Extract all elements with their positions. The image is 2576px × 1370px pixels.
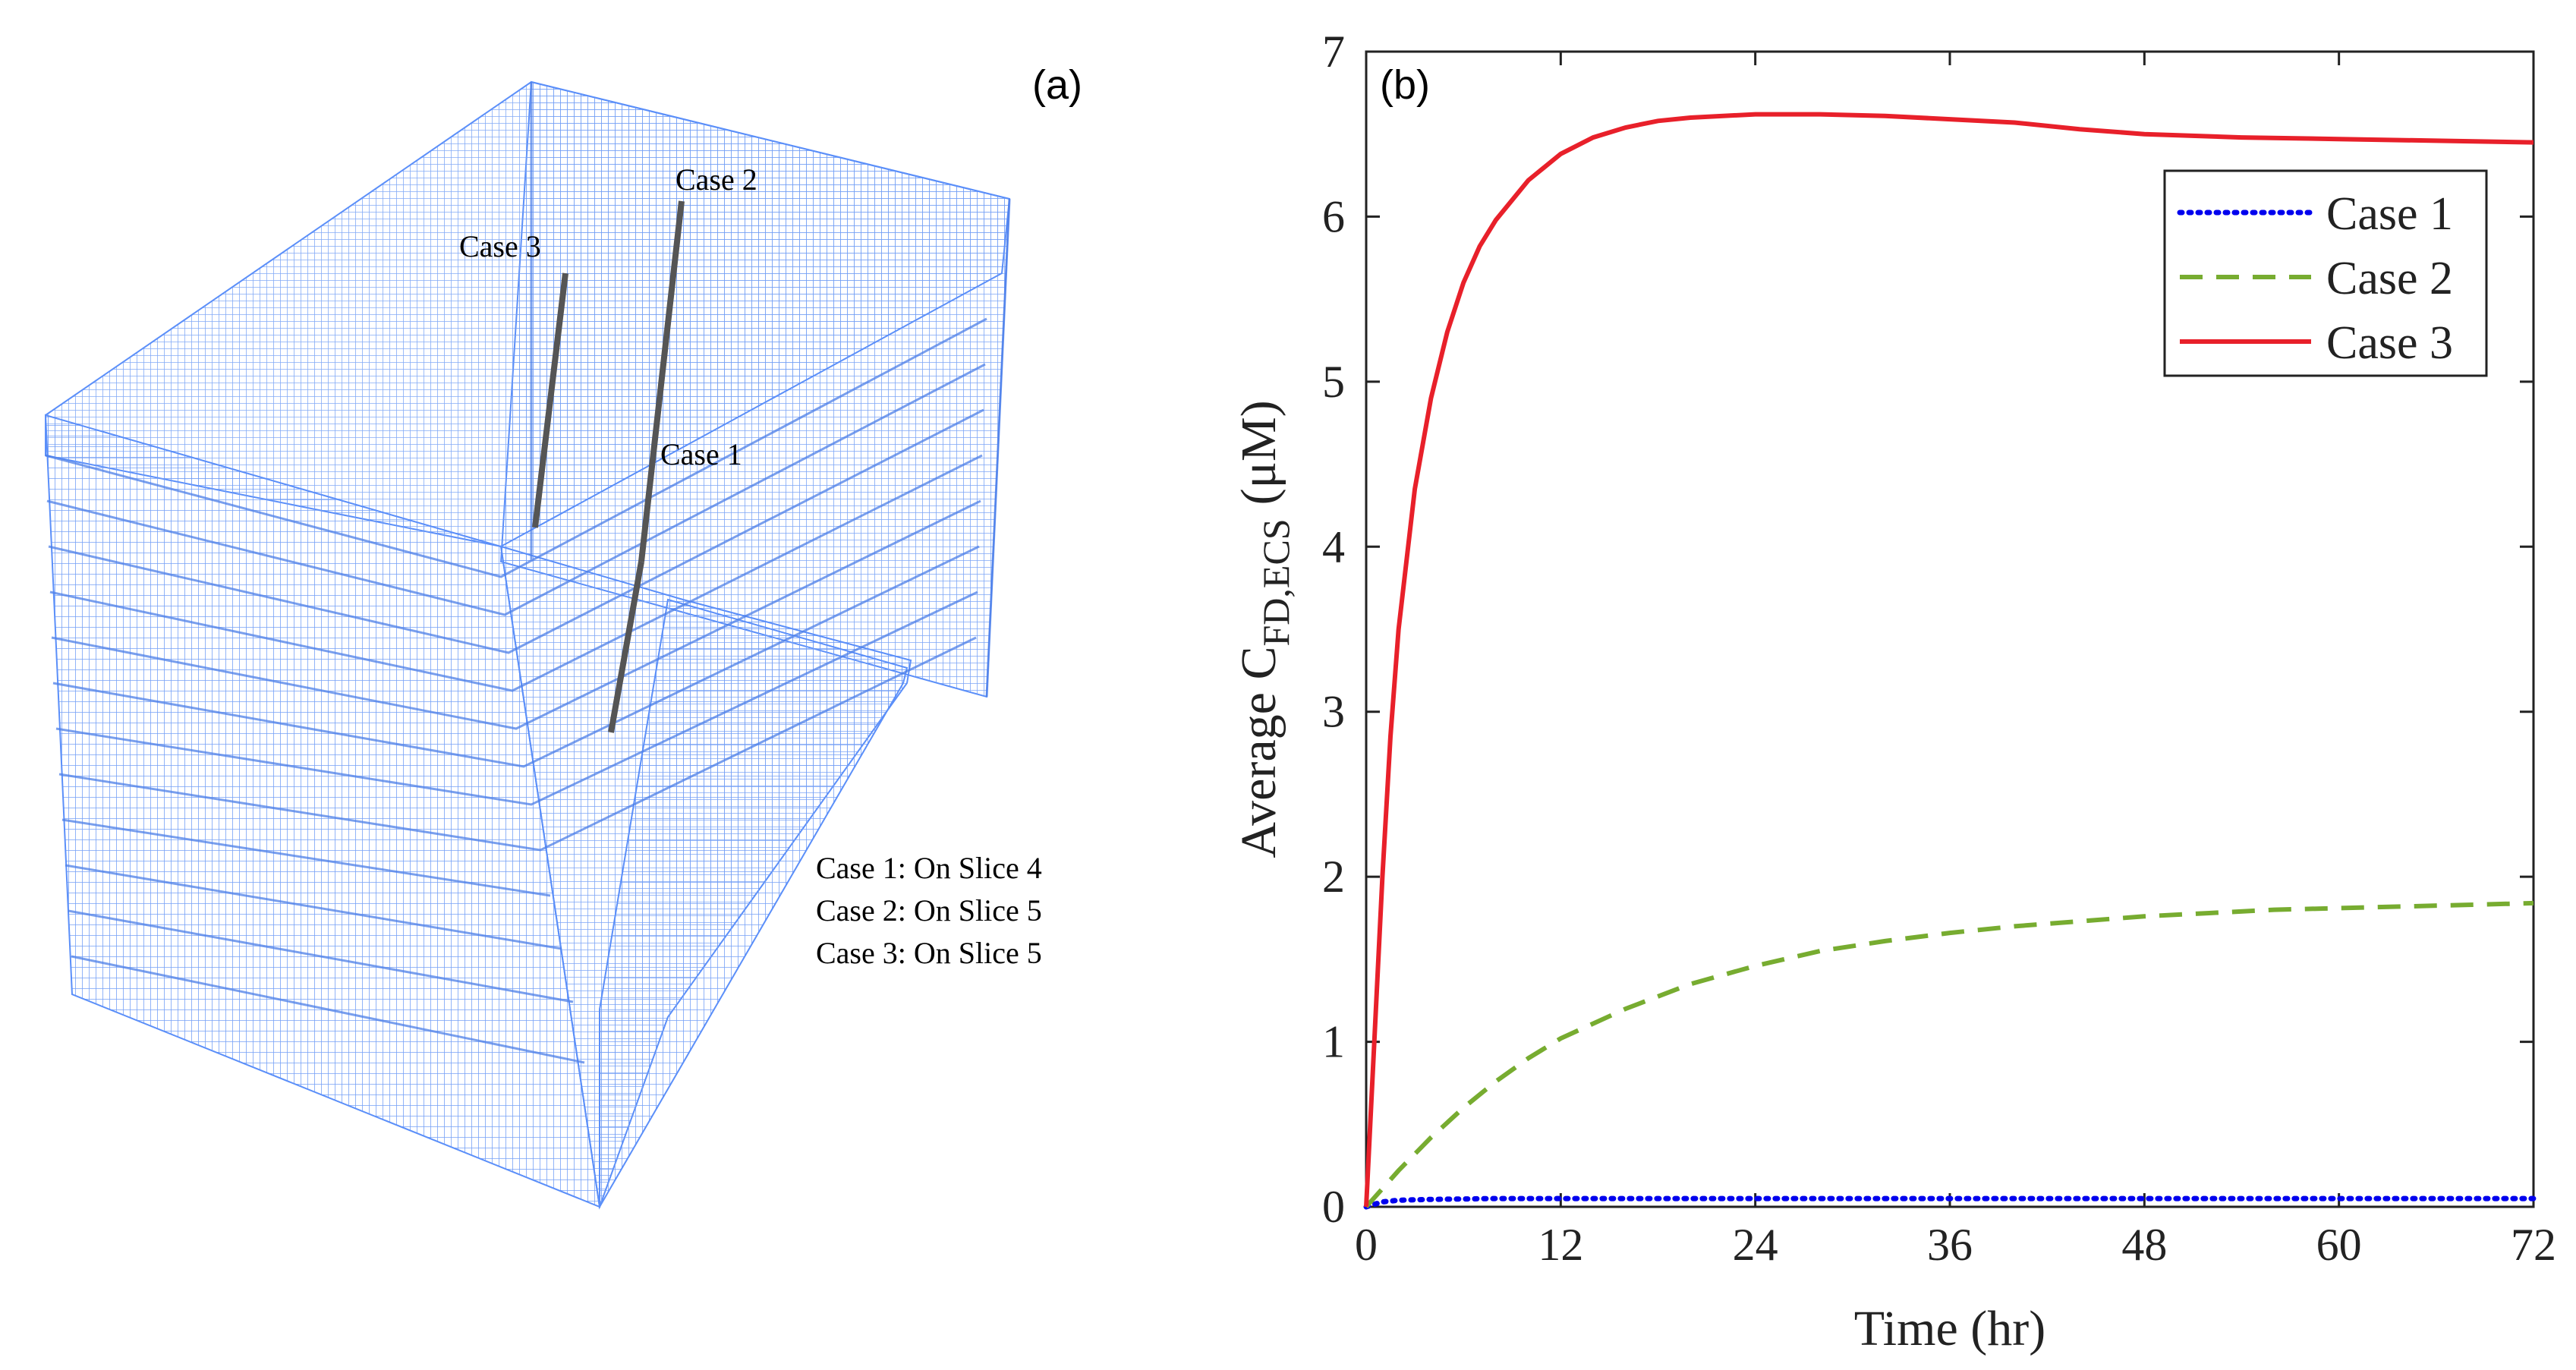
needle-case-3 [532,272,568,528]
y-axis-label-prefix: Average C [1231,647,1286,858]
slice-legend-line-1: Case 1: On Slice 4 [816,851,1042,885]
x-tick-label: 48 [2121,1220,2167,1270]
y-tick-label: 0 [1322,1182,1345,1232]
y-tick-label: 6 [1322,191,1345,241]
y-tick-label: 5 [1322,357,1345,407]
x-tick-label: 0 [1355,1220,1378,1270]
x-axis-label: Time (hr) [1854,1301,2045,1356]
slice-legend-line-2: Case 2: On Slice 5 [816,893,1042,928]
y-tick-label: 2 [1322,852,1345,902]
needle-label-case-1: Case 1 [660,437,742,471]
chart-legend: Case 1 Case 2 Case 3 [2163,169,2488,377]
needle-case-1 [608,561,644,733]
series-line-case-2 [1364,900,2534,1208]
y-axis-label-unit: (μM) [1231,400,1286,505]
y-tick-label: 1 [1322,1017,1345,1067]
series-line-case-3 [1364,112,2534,1208]
needle-label-case-2: Case 2 [675,162,757,197]
x-tick-label: 72 [2511,1220,2556,1270]
x-tick-label: 12 [1538,1220,1583,1270]
y-tick-label: 3 [1322,687,1345,737]
legend-label: Case 3 [2326,317,2453,369]
y-axis-label-subscript: FD,ECS [1255,518,1297,646]
panel-b-label: (b) [1380,62,1430,108]
series-line-case-1 [1363,1195,2537,1210]
x-tick-label: 60 [2316,1220,2362,1270]
mesh-slice-lines [45,82,1011,1064]
y-axis-label: Average CFD,ECS (μM) [1231,400,1297,858]
needle-label-case-3: Case 3 [459,229,541,263]
legend-label: Case 1 [2326,188,2453,240]
x-tick-label: 36 [1927,1220,1973,1270]
mesh-right-face [599,598,909,1210]
y-tick-label: 4 [1322,521,1345,572]
needle-case-2 [638,200,685,562]
legend-label: Case 2 [2326,253,2453,304]
x-tick-label: 24 [1733,1220,1778,1270]
panel-a-label: (a) [1032,62,1082,108]
panel-a-mesh-figure: (a) Case 2 Case 3 Case 1 Case 1: On Slic… [44,62,1082,1210]
slice-legend-line-3: Case 3: On Slice 5 [816,936,1042,970]
series-layer [1363,112,2537,1210]
y-tick-label: 7 [1322,27,1345,77]
